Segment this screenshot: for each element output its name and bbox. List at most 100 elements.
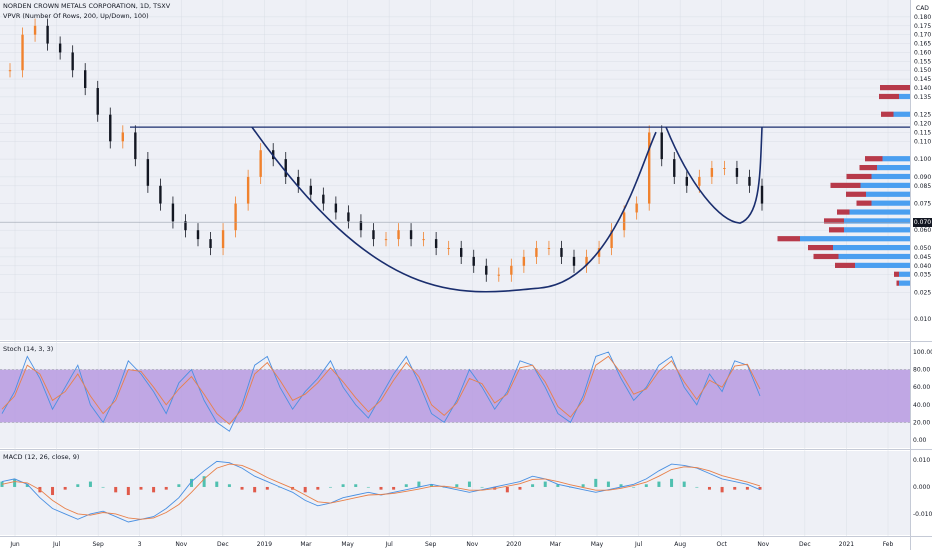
time-axis: Jun Jul Sep 3 Nov Dec 2019 Mar May Jul Sep Nov 2020 M… xyxy=(9,541,893,548)
candle-body xyxy=(134,132,137,160)
candle-body xyxy=(121,132,124,142)
price-tick-label: 0.060 xyxy=(914,227,931,234)
macd-tick-label: 0.010 xyxy=(913,457,930,464)
macd-histogram-bar xyxy=(215,481,219,487)
candle-body xyxy=(397,230,400,240)
macd-histogram-bar xyxy=(164,486,168,490)
candle-body xyxy=(723,168,726,169)
price-tick-label: 0.160 xyxy=(914,49,931,56)
macd-histogram-bar xyxy=(139,486,143,490)
macd-histogram-bar xyxy=(606,481,610,487)
price-tick-label: 0.075 xyxy=(914,201,931,208)
time-tick-label: Sep xyxy=(92,541,104,548)
cup-pattern-curve xyxy=(251,126,657,293)
macd-histogram-bar xyxy=(253,486,257,493)
stoch-series-line xyxy=(1,355,761,425)
macd-histogram-bar xyxy=(430,484,434,487)
macd-histogram-bar xyxy=(13,478,17,487)
candle-body xyxy=(246,176,250,204)
symbol-title[interactable]: NORDEN CROWN METALS CORPORATION, 1D, TSX… xyxy=(3,2,171,10)
macd-histogram-bar xyxy=(632,486,636,488)
vp-down-bar xyxy=(865,156,883,162)
time-tick-label: Oct xyxy=(717,541,728,548)
time-tick-label: 2020 xyxy=(506,541,521,548)
candle-body xyxy=(33,25,37,35)
macd-histogram-bar xyxy=(328,486,332,488)
candle-body xyxy=(485,265,488,275)
stochastic-pane: 100.00 80.00 60.00 40.00 20.00 0.00 xyxy=(0,349,932,444)
candle-body xyxy=(698,176,701,186)
candle-body xyxy=(259,150,262,177)
candle-body xyxy=(309,185,312,195)
price-tick-label: 0.150 xyxy=(914,67,931,74)
vp-up-bar xyxy=(882,156,910,162)
candle-body xyxy=(547,248,551,249)
macd-histogram-bar xyxy=(25,484,29,487)
macd-histogram-bar xyxy=(227,484,231,487)
macd-histogram-bar xyxy=(695,486,699,488)
price-tick-label: 0.170 xyxy=(914,32,931,39)
time-tick-label: Mar xyxy=(300,541,312,548)
macd-histogram-bar xyxy=(51,486,55,496)
time-tick-label: Jun xyxy=(9,541,20,548)
candle-body xyxy=(497,274,500,276)
vp-down-bar xyxy=(835,262,855,268)
candle-body xyxy=(71,52,74,71)
candle-body xyxy=(234,203,237,231)
candle-body xyxy=(560,248,563,257)
macd-histogram-bar xyxy=(594,478,598,487)
price-tick-label: 0.165 xyxy=(914,41,931,48)
macd-label[interactable]: MACD (12, 26, close, 9) xyxy=(3,453,80,461)
time-tick-label: Nov xyxy=(466,541,478,548)
price-tick-label: 0.100 xyxy=(914,156,931,163)
macd-histogram-bar xyxy=(354,484,358,487)
candle-body xyxy=(359,221,363,231)
candle-body xyxy=(347,212,350,222)
vp-down-bar xyxy=(880,85,910,91)
currency-label: CAD xyxy=(916,5,929,12)
stoch-tick-label: 20.00 xyxy=(913,419,930,426)
candle-body xyxy=(171,203,175,222)
macd-histogram-bar xyxy=(682,481,686,487)
macd-histogram-bar xyxy=(240,486,244,490)
candle-body xyxy=(447,248,450,249)
time-tick-label: 2019 xyxy=(257,541,272,548)
macd-histogram-bar xyxy=(76,484,80,487)
price-tick-label: 0.135 xyxy=(914,94,931,101)
macd-histogram-bar xyxy=(556,484,560,487)
candle-body xyxy=(648,132,651,204)
macd-histogram-bar xyxy=(619,484,623,487)
macd-histogram-bar xyxy=(177,484,181,487)
vp-down-bar xyxy=(846,191,866,197)
stoch-band xyxy=(0,369,910,423)
grid-lines xyxy=(0,0,910,536)
time-tick-label: Jul xyxy=(385,541,394,548)
price-tick-label: 0.120 xyxy=(914,121,931,128)
vpvr-indicator-label[interactable]: VPVR (Number Of Rows, 200, Up/Down, 100) xyxy=(3,12,149,20)
vp-down-bar xyxy=(896,280,899,286)
macd-histogram-bar xyxy=(190,478,193,487)
candle-body xyxy=(84,70,87,88)
candle-body xyxy=(510,265,513,275)
candle-body xyxy=(610,230,613,248)
price-tick-label: 0.140 xyxy=(914,85,931,92)
candle-body xyxy=(372,230,375,240)
vp-up-bar xyxy=(860,182,910,188)
candle-body xyxy=(196,230,200,240)
candle-body xyxy=(209,239,212,248)
time-tick-label: Sep xyxy=(425,541,437,548)
time-tick-label: 2021 xyxy=(839,541,854,548)
candle-body xyxy=(58,43,62,53)
vp-up-bar xyxy=(800,236,910,242)
macd-histogram-bar xyxy=(467,481,471,487)
time-tick-label: Nov xyxy=(175,541,187,548)
vp-up-bar xyxy=(899,93,910,100)
candle-body xyxy=(284,159,287,177)
macd-histogram-bar xyxy=(455,484,459,487)
stoch-tick-label: 40.00 xyxy=(913,402,930,409)
vp-up-bar xyxy=(893,111,910,117)
price-tick-label: 0.040 xyxy=(914,263,931,270)
candle-body xyxy=(735,168,739,177)
stoch-label[interactable]: Stoch (14, 3, 3) xyxy=(3,345,54,353)
